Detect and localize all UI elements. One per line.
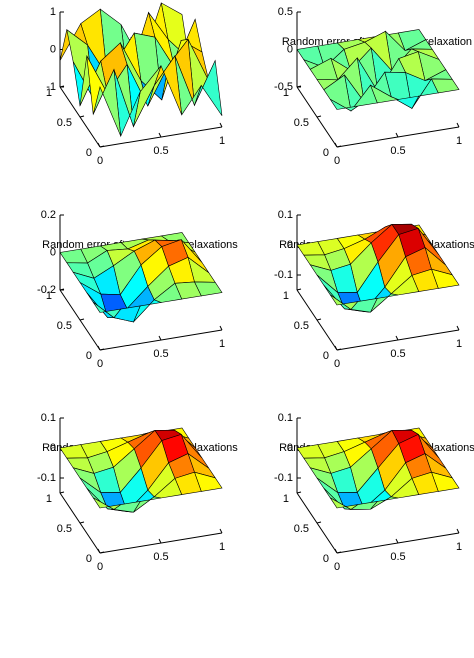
y-tick-label: 1 xyxy=(46,87,52,99)
x-tick-label: 0 xyxy=(97,561,103,573)
z-tick-label: 0.2 xyxy=(41,209,56,221)
y-tick xyxy=(296,491,302,494)
x-tick-label: 1 xyxy=(219,135,225,147)
surface-patch xyxy=(92,302,122,319)
z-tick-label: 0 xyxy=(50,246,56,258)
z-tick-label: 1 xyxy=(50,6,56,18)
surface-patch xyxy=(92,497,121,510)
y-tick-label: 0 xyxy=(323,350,329,362)
y-tick-label: 1 xyxy=(46,290,52,302)
surface-patch xyxy=(329,294,359,310)
x-tick xyxy=(97,345,101,351)
x-tick xyxy=(219,528,223,534)
z-tick-label: 0 xyxy=(50,442,56,454)
y-tick-label: 0.5 xyxy=(294,320,309,332)
y-tick-label: 1 xyxy=(283,87,289,99)
x-tick-label: 0.5 xyxy=(153,348,168,360)
x-tick xyxy=(395,538,399,544)
y-tick xyxy=(316,318,322,321)
x-tick xyxy=(334,142,338,148)
z-tick-label: 0.5 xyxy=(278,6,293,18)
y-tick xyxy=(59,491,65,494)
x-tick xyxy=(334,345,338,351)
y-tick-label: 0 xyxy=(86,350,92,362)
y-tick xyxy=(99,348,105,351)
y-tick xyxy=(79,521,85,524)
x-tick-label: 0.5 xyxy=(390,145,405,157)
z-tick-label: 0.1 xyxy=(278,412,293,424)
y-tick-label: 0.5 xyxy=(57,523,72,535)
y-tick-label: 0 xyxy=(86,147,92,159)
x-tick-label: 1 xyxy=(456,541,462,553)
surface-patch xyxy=(329,99,358,112)
y-tick xyxy=(316,521,322,524)
y-tick-label: 0.5 xyxy=(294,117,309,129)
y-tick xyxy=(316,115,322,118)
x-tick-label: 0 xyxy=(97,155,103,167)
z-tick-label: -0.1 xyxy=(274,269,293,281)
x-tick xyxy=(456,528,460,534)
x-tick-label: 1 xyxy=(456,338,462,350)
y-tick-label: 0.5 xyxy=(57,320,72,332)
y-tick xyxy=(336,145,342,148)
x-tick-label: 1 xyxy=(219,541,225,553)
z-tick-label: 0 xyxy=(50,43,56,55)
x-tick-label: 0 xyxy=(334,358,340,370)
x-tick xyxy=(97,142,101,148)
y-tick-label: 0 xyxy=(323,147,329,159)
z-tick-label: 0.1 xyxy=(41,412,56,424)
z-tick-label: -0.1 xyxy=(274,472,293,484)
z-tick-label: -0.1 xyxy=(37,472,56,484)
z-tick-label: 0 xyxy=(287,442,293,454)
x-tick xyxy=(395,335,399,341)
z-tick-label: 0 xyxy=(287,43,293,55)
y-tick xyxy=(99,145,105,148)
x-tick-label: 0 xyxy=(334,561,340,573)
y-tick xyxy=(99,551,105,554)
x-tick-label: 0.5 xyxy=(390,551,405,563)
x-tick xyxy=(334,548,338,554)
z-tick-label: -0.2 xyxy=(37,284,56,296)
y-tick xyxy=(79,115,85,118)
x-tick xyxy=(456,325,460,331)
y-tick xyxy=(336,551,342,554)
x-tick-label: 0 xyxy=(97,358,103,370)
x-tick-label: 0.5 xyxy=(153,551,168,563)
x-tick-label: 1 xyxy=(456,135,462,147)
z-tick-label: -1 xyxy=(46,81,56,93)
y-tick-label: 0.5 xyxy=(57,117,72,129)
y-tick-label: 0 xyxy=(323,553,329,565)
y-tick-label: 1 xyxy=(283,290,289,302)
x-tick-label: 0.5 xyxy=(153,145,168,157)
z-tick-label: -0.5 xyxy=(274,81,293,93)
x-tick xyxy=(158,335,162,341)
surface-patch xyxy=(92,68,122,137)
x-tick-label: 0 xyxy=(334,155,340,167)
y-tick xyxy=(79,318,85,321)
x-tick xyxy=(97,548,101,554)
z-tick-label: 0.1 xyxy=(278,209,293,221)
y-tick-label: 1 xyxy=(283,493,289,505)
z-tick-label: 0 xyxy=(287,239,293,251)
y-tick-label: 1 xyxy=(46,493,52,505)
y-tick-label: 0 xyxy=(86,553,92,565)
x-tick-label: 1 xyxy=(219,338,225,350)
x-tick xyxy=(395,132,399,138)
y-tick xyxy=(336,348,342,351)
x-tick xyxy=(158,538,162,544)
x-tick xyxy=(456,122,460,128)
x-tick-label: 0.5 xyxy=(390,348,405,360)
x-tick xyxy=(219,122,223,128)
surface-patch xyxy=(329,497,358,510)
x-tick xyxy=(158,132,162,138)
y-tick-label: 0.5 xyxy=(294,523,309,535)
y-tick xyxy=(296,288,302,291)
x-tick xyxy=(219,325,223,331)
